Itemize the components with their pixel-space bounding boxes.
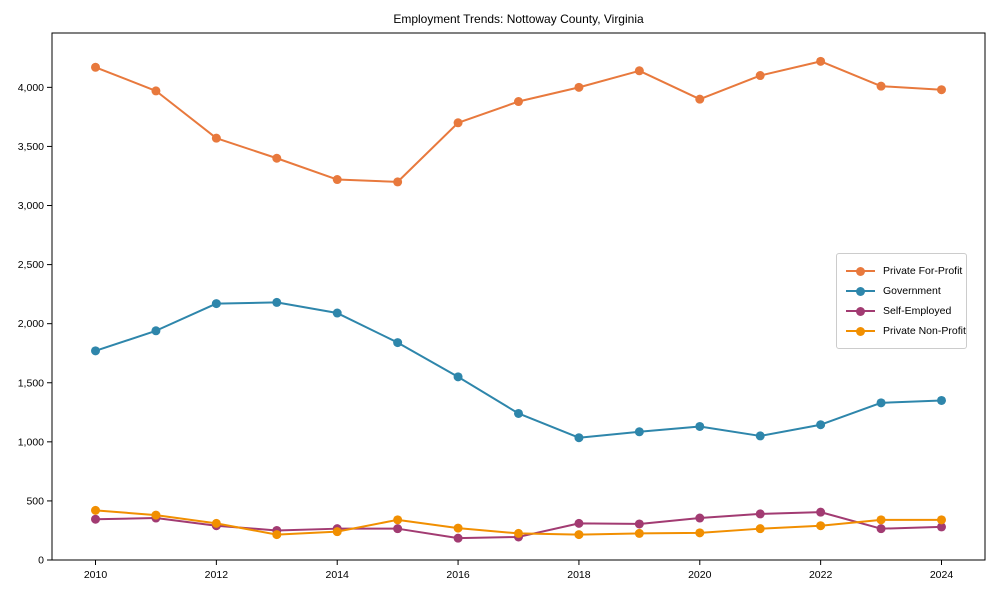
series-marker-private-for-profit xyxy=(514,97,523,107)
legend-label: Private Non-Profit xyxy=(883,325,966,337)
x-axis-tick-label: 2018 xyxy=(567,569,591,581)
series-marker-private-non-profit xyxy=(211,518,221,528)
legend-item-self-employed: Self-Employed xyxy=(846,301,958,321)
y-axis-tick-label: 0 xyxy=(38,555,44,567)
series-marker-self-employed xyxy=(393,524,403,534)
series-marker-government xyxy=(91,346,101,356)
series-marker-private-for-profit xyxy=(91,62,101,72)
series-marker-private-for-profit xyxy=(755,71,765,81)
y-axis-tick-label: 500 xyxy=(26,495,44,507)
series-marker-government xyxy=(634,427,644,437)
x-axis-tick-label: 2016 xyxy=(446,569,470,581)
series-marker-self-employed xyxy=(816,507,826,517)
legend-item-government: Government xyxy=(846,281,958,301)
legend-line-marker-icon xyxy=(846,265,875,277)
series-marker-private-for-profit xyxy=(332,175,342,185)
series-marker-private-for-profit xyxy=(574,82,584,92)
series-marker-self-employed xyxy=(755,509,765,519)
series-marker-private-non-profit xyxy=(816,521,826,531)
y-axis-tick-label: 4,000 xyxy=(18,82,44,94)
series-marker-government xyxy=(574,433,584,443)
legend-line-marker-icon xyxy=(846,325,875,337)
series-marker-private-for-profit xyxy=(876,81,886,91)
legend-label: Private For-Profit xyxy=(883,265,963,277)
series-marker-private-for-profit xyxy=(634,66,644,76)
x-axis-tick-label: 2010 xyxy=(84,569,108,581)
x-axis-tick-label: 2014 xyxy=(326,569,350,581)
series-marker-government xyxy=(211,299,221,309)
series-marker-private-for-profit xyxy=(695,94,705,104)
x-axis-tick-label: 2012 xyxy=(205,569,229,581)
series-marker-private-non-profit xyxy=(755,524,765,534)
series-marker-self-employed xyxy=(936,522,946,532)
legend-item-private-non-profit: Private Non-Profit xyxy=(846,321,966,341)
series-marker-government xyxy=(936,395,946,405)
y-axis-tick-label: 1,000 xyxy=(18,436,44,448)
y-axis-tick-label: 3,000 xyxy=(18,200,44,212)
series-marker-private-non-profit xyxy=(393,515,403,525)
series-marker-private-non-profit xyxy=(574,530,584,540)
series-marker-private-for-profit xyxy=(272,153,282,163)
series-marker-government xyxy=(816,420,826,430)
series-marker-private-non-profit xyxy=(876,515,886,525)
legend-item-private-for-profit: Private For-Profit xyxy=(846,261,962,281)
series-marker-private-non-profit xyxy=(634,528,644,538)
series-marker-private-non-profit xyxy=(695,528,705,538)
legend-line-marker-icon xyxy=(846,305,875,317)
y-axis-tick-label: 2,000 xyxy=(18,318,44,330)
series-marker-government xyxy=(695,421,705,431)
series-marker-private-for-profit xyxy=(936,85,946,95)
y-axis-tick-label: 2,500 xyxy=(18,259,44,271)
series-marker-government xyxy=(514,408,523,418)
x-axis-tick-label: 2024 xyxy=(930,569,954,581)
series-marker-government xyxy=(332,308,342,318)
series-marker-government xyxy=(453,372,463,382)
legend-label: Government xyxy=(883,285,941,297)
series-marker-private-non-profit xyxy=(514,528,523,538)
legend: Private For-Profit Government Self-Employe… xyxy=(836,253,967,349)
series-marker-self-employed xyxy=(453,533,463,543)
series-marker-self-employed xyxy=(634,519,644,529)
series-marker-government xyxy=(393,338,403,348)
x-axis-tick-label: 2022 xyxy=(809,569,833,581)
series-marker-private-for-profit xyxy=(211,133,221,143)
legend-label: Self-Employed xyxy=(883,305,952,317)
series-marker-private-non-profit xyxy=(151,510,161,520)
series-marker-government xyxy=(151,326,161,336)
series-marker-government xyxy=(876,398,886,408)
series-marker-private-non-profit xyxy=(332,527,342,537)
chart-title: Employment Trends: Nottoway County, Virg… xyxy=(393,12,644,26)
series-marker-private-non-profit xyxy=(936,515,946,525)
plot-border xyxy=(51,32,986,561)
series-marker-private-for-profit xyxy=(453,118,463,128)
series-marker-government xyxy=(272,297,282,307)
series-marker-private-non-profit xyxy=(272,530,282,540)
series-marker-private-for-profit xyxy=(151,86,161,96)
series-marker-private-for-profit xyxy=(816,56,826,66)
series-marker-private-non-profit xyxy=(453,523,463,533)
series-line-private-for-profit xyxy=(94,60,943,183)
y-axis-tick-label: 1,500 xyxy=(18,377,44,389)
series-marker-private-non-profit xyxy=(91,505,101,515)
series-marker-self-employed xyxy=(574,518,584,528)
y-axis-tick-label: 3,500 xyxy=(18,141,44,153)
series-marker-private-for-profit xyxy=(393,177,403,187)
legend-line-marker-icon xyxy=(846,285,875,297)
series-marker-self-employed xyxy=(876,524,886,534)
x-axis-tick-label: 2020 xyxy=(688,569,712,581)
series-marker-self-employed xyxy=(695,513,705,523)
series-marker-self-employed xyxy=(91,514,101,524)
series-marker-government xyxy=(755,431,765,441)
